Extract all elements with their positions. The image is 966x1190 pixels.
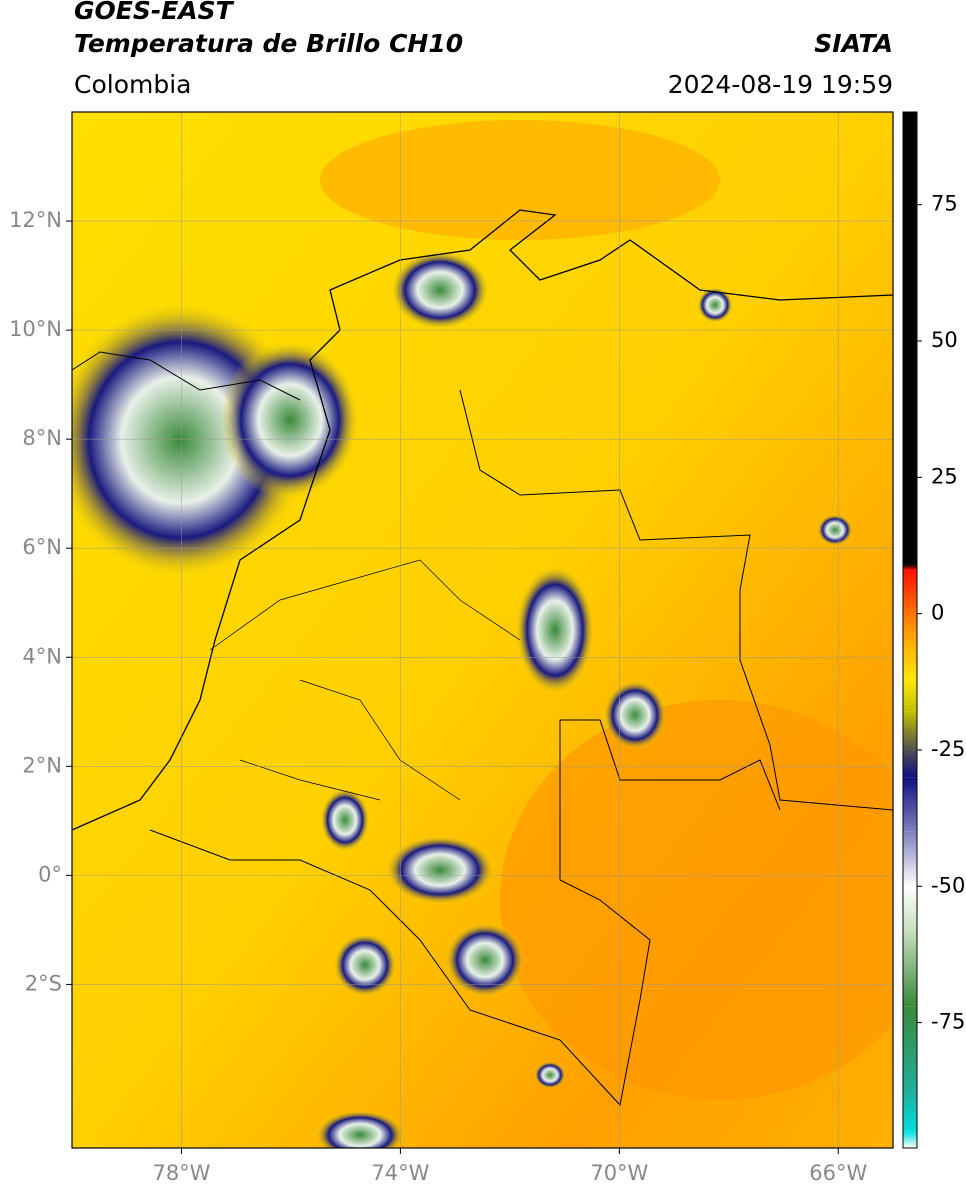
y-tick-label: 8°N: [22, 426, 62, 450]
colorbar-tick-label: 25: [931, 464, 958, 488]
map-frame: [71, 111, 894, 1149]
colorbar-tick-label: 0: [931, 601, 944, 625]
colorbar-segment: [903, 929, 917, 1007]
y-tick-label: 4°N: [22, 644, 62, 668]
colorbar-segment: [903, 886, 917, 930]
cloud: [320, 788, 370, 852]
y-tick-label: 0°: [38, 862, 62, 886]
cloud: [385, 835, 495, 905]
colorbar-frame: [902, 111, 918, 1149]
colorbar-tick-label: -50: [931, 873, 965, 897]
colorbar-segment: [903, 1131, 917, 1148]
colorbar-segment: [903, 1093, 917, 1132]
colorbar-tick-label: 50: [931, 328, 958, 352]
warm-area: [320, 120, 720, 240]
colorbar-segment: [903, 679, 917, 712]
colorbar-segment: [903, 630, 917, 680]
colorbar-segment: [903, 112, 917, 565]
cloud: [445, 922, 525, 998]
department-border: [209, 559, 521, 801]
cloud: [534, 1061, 566, 1089]
x-tick-label: 70°W: [590, 1161, 648, 1185]
cloud: [817, 514, 853, 546]
border: [149, 719, 781, 1107]
colorbar-segment: [903, 831, 917, 887]
cloud: [603, 680, 667, 750]
region: Colombia: [74, 70, 191, 99]
colorbar-segment: [903, 777, 917, 832]
border: [72, 351, 301, 401]
subtitle: Temperatura de Brillo CH10: [74, 29, 463, 58]
cloud: [697, 287, 733, 323]
y-tick-label: 2°S: [25, 971, 62, 995]
warm-area: [500, 700, 893, 1100]
cloud: [390, 250, 490, 330]
x-tick-label: 66°W: [809, 1161, 867, 1185]
colorbar-segment: [903, 564, 917, 571]
colorbar-segment: [903, 749, 917, 778]
cloud: [315, 1110, 405, 1148]
cloud: [220, 340, 360, 500]
y-tick-label: 2°N: [22, 753, 62, 777]
coastline: [72, 209, 893, 831]
colorbar-segment: [903, 711, 917, 750]
datetime: 2024-08-19 19:59: [668, 70, 893, 99]
x-tick-label: 74°W: [371, 1161, 429, 1185]
cloud: [515, 565, 595, 695]
map-image: [72, 112, 893, 1148]
y-tick-label: 12°N: [9, 208, 62, 232]
colorbar-tick-label: 75: [931, 192, 958, 216]
colorbar-segment: [903, 570, 917, 630]
y-tick-label: 10°N: [9, 317, 62, 341]
colorbar-tick-label: -75: [931, 1010, 965, 1034]
x-tick-label: 78°W: [152, 1161, 210, 1185]
title: GOES-EAST: [74, 0, 235, 25]
source: SIATA: [814, 29, 893, 58]
border: [459, 389, 893, 811]
cloud: [333, 933, 397, 997]
y-tick-label: 6°N: [22, 535, 62, 559]
colorbar-segment: [903, 1006, 917, 1094]
colorbar-tick-label: -25: [931, 737, 965, 761]
